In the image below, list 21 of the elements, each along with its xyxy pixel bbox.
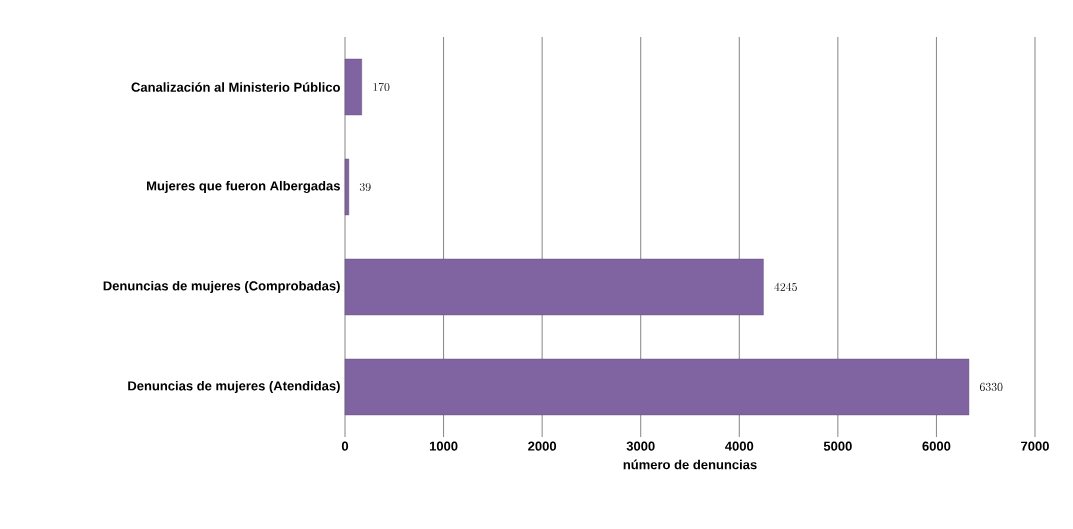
x-tick-label: 1000 xyxy=(429,441,458,451)
bar xyxy=(344,258,764,316)
x-tick-label: 5000 xyxy=(823,441,852,451)
x-tick-label: 2000 xyxy=(528,441,557,451)
y-tick-label: Denuncias de mujeres (Comprobadas) xyxy=(103,280,340,294)
x-tick-label: 4000 xyxy=(725,441,754,451)
y-tick-label: Denuncias de mujeres (Atendidas) xyxy=(128,380,340,394)
x-axis-title: número de denuncias xyxy=(623,459,757,470)
x-tick-label: 0 xyxy=(341,441,349,451)
data-label: 39 xyxy=(359,182,371,192)
bar xyxy=(344,158,350,216)
data-label: 170 xyxy=(373,82,390,92)
x-tick-label: 6000 xyxy=(922,441,951,451)
data-label: 4245 xyxy=(774,282,797,292)
y-tick-label: Mujeres que fueron Albergadas xyxy=(147,180,340,194)
x-tick-label: 7000 xyxy=(1021,441,1049,451)
x-tick-label: 3000 xyxy=(626,441,655,451)
bar xyxy=(344,58,362,116)
data-label: 6330 xyxy=(979,382,1003,392)
y-tick-label: Canalización al Ministerio Público xyxy=(131,82,340,92)
bar xyxy=(344,358,970,416)
